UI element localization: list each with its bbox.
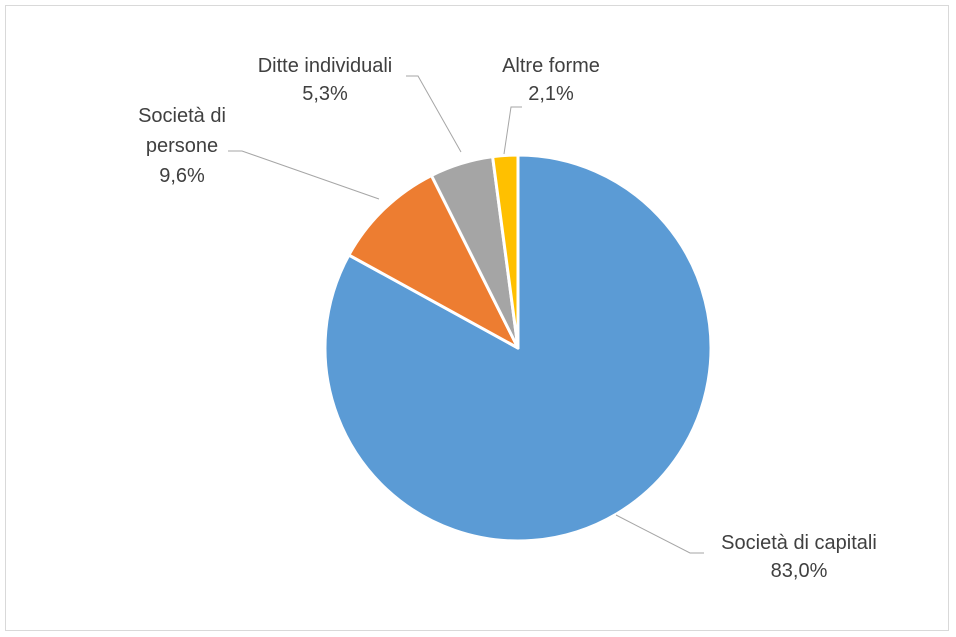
leader-line-societa-di-persone: [228, 150, 380, 200]
data-label-altre-forme: Altre forme 2,1%: [502, 55, 600, 105]
chart-frame: Società di capitali 83,0% Società di person…: [5, 5, 949, 631]
data-label-societa-di-persone: Società di persone 9,6%: [138, 105, 226, 187]
leader-line-societa-di-capitali: [615, 514, 704, 554]
data-label-name: persone: [146, 135, 218, 157]
leader-line-ditte-individuali: [406, 75, 462, 153]
pie-slice-altre-forme: [491, 153, 520, 350]
data-label-ditte-individuali: Ditte individuali 5,3%: [258, 55, 393, 105]
data-label-societa-di-capitali: Società di capitali 83,0%: [721, 532, 877, 582]
leader-lines: [228, 75, 704, 554]
data-label-value: 5,3%: [302, 83, 348, 105]
data-label-name: Società di: [138, 105, 226, 127]
data-label-name: Altre forme: [502, 55, 600, 77]
data-label-name: Società di capitali: [721, 532, 877, 554]
data-label-name: Ditte individuali: [258, 55, 393, 77]
pie-slice-societa-di-persone: [347, 173, 520, 350]
pie-slices: [323, 153, 713, 543]
data-label-value: 83,0%: [771, 560, 828, 582]
data-label-value: 2,1%: [528, 83, 574, 105]
data-labels: Società di capitali 83,0% Società di person…: [138, 55, 877, 582]
data-label-value: 9,6%: [159, 165, 205, 187]
leader-line-altre-forme: [503, 106, 522, 155]
pie-chart: Società di capitali 83,0% Società di person…: [138, 55, 877, 582]
